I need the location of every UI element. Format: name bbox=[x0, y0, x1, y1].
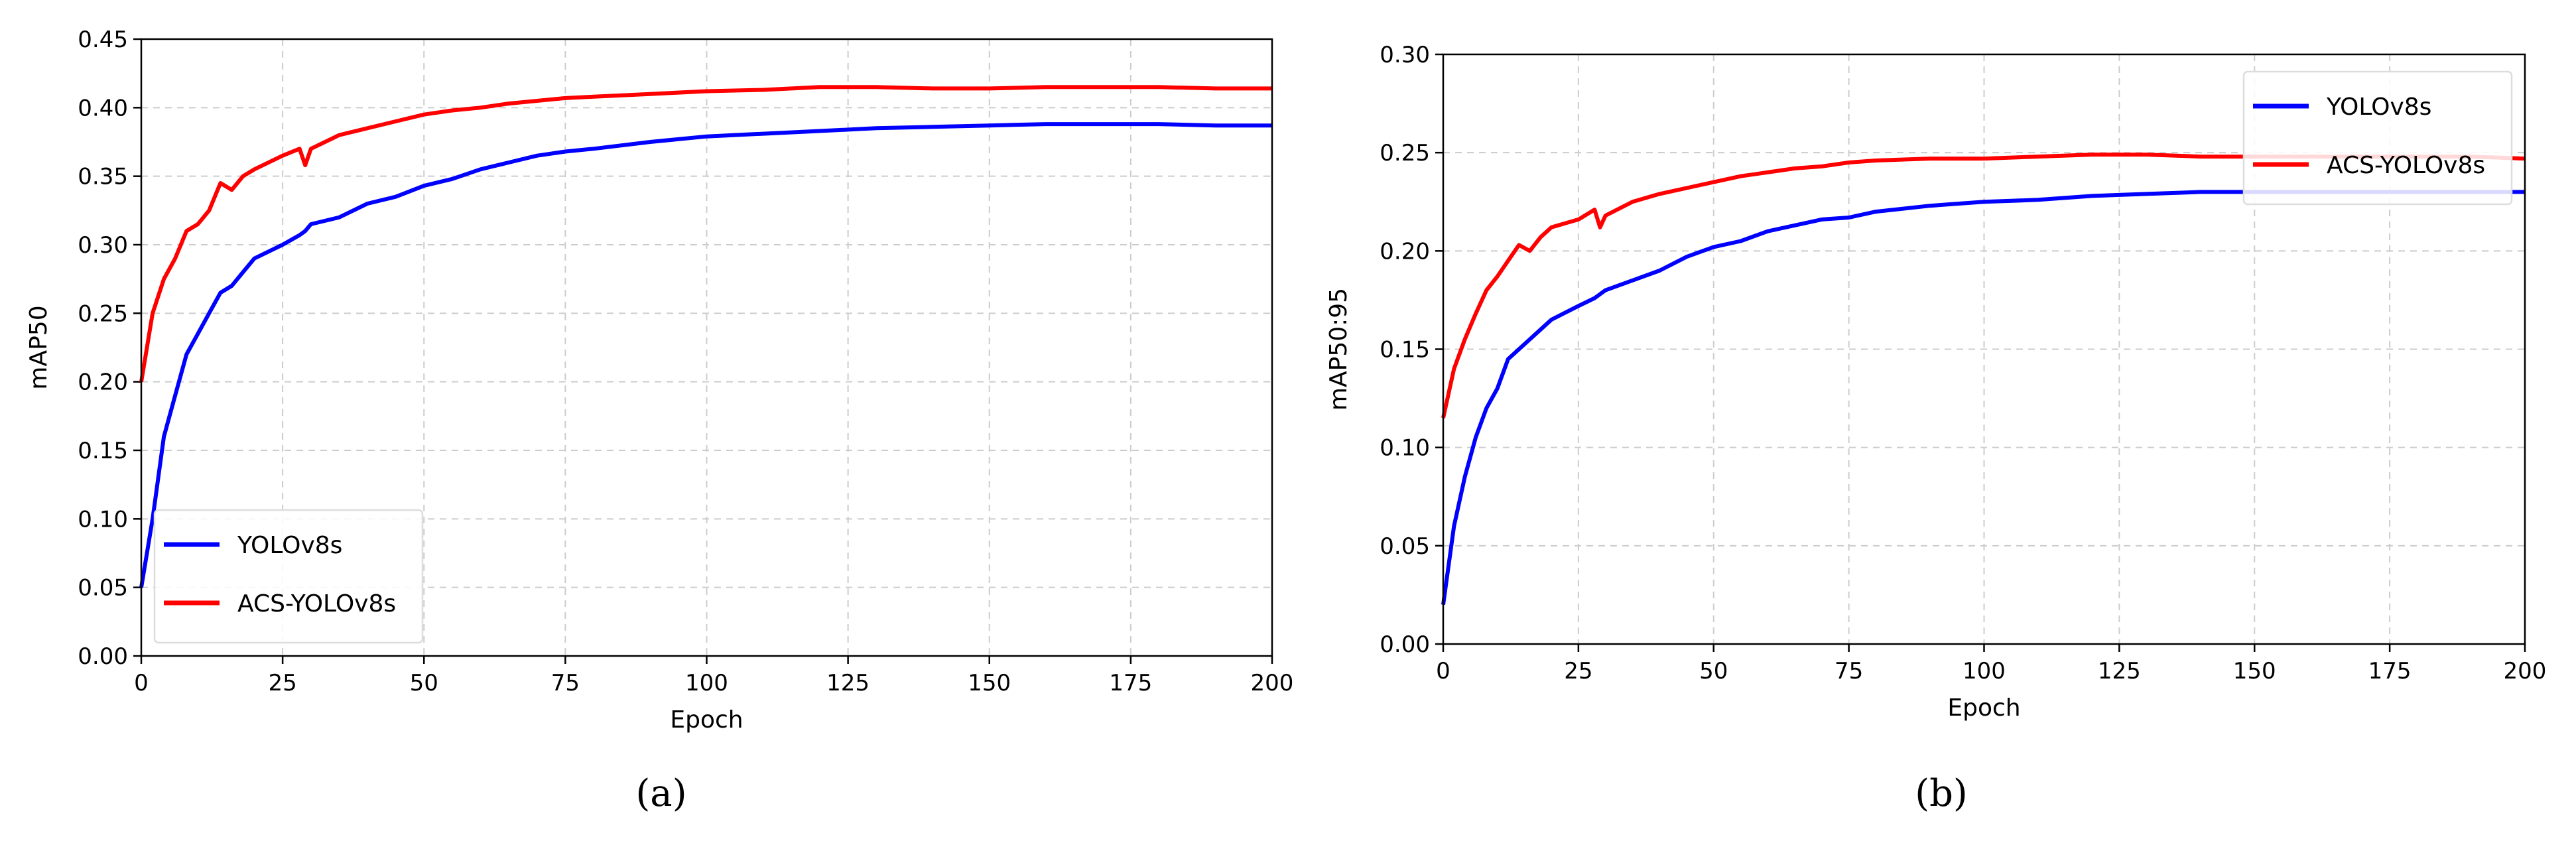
y-tick-label: 0.05 bbox=[78, 575, 128, 602]
x-axis-label: Epoch bbox=[670, 706, 743, 734]
y-tick-label: 0.25 bbox=[1380, 140, 1430, 166]
y-tick-label: 0.35 bbox=[78, 164, 128, 190]
x-tick-label: 100 bbox=[685, 670, 728, 696]
plot-frame bbox=[140, 38, 1273, 657]
x-tick-label: 50 bbox=[1699, 658, 1728, 684]
x-axis-label: Epoch bbox=[1947, 694, 2020, 722]
y-axis-label: mAP50:95 bbox=[1325, 288, 1352, 411]
y-tick-label: 0.20 bbox=[78, 369, 128, 396]
y-tick-label: 0.15 bbox=[1380, 337, 1430, 363]
x-tick-label: 150 bbox=[2233, 658, 2276, 684]
legend-label: ACS-YOLOv8s bbox=[237, 590, 396, 617]
series-line-acs-yolov8s bbox=[139, 85, 1272, 383]
chart-a: 0 25 50 75 100 125 150 175 200 0.00 0.05 0.10 0.15 0.… bbox=[25, 27, 1293, 815]
y-tick-label: 0.30 bbox=[1380, 42, 1430, 68]
y-tick-label: 0.05 bbox=[1380, 533, 1430, 560]
chart-b: 0 25 50 75 100 125 150 175 200 0.00 0.05 0.10 0.15 0.… bbox=[1325, 42, 2546, 815]
legend: YOLOv8s ACS-YOLOv8s bbox=[153, 509, 424, 644]
y-tick-label: 0.00 bbox=[1380, 631, 1430, 658]
x-tick-label: 50 bbox=[410, 670, 438, 696]
legend-box bbox=[153, 509, 424, 644]
x-tick-label: 25 bbox=[268, 670, 296, 696]
x-tick-label: 0 bbox=[134, 670, 149, 696]
x-tick-label: 125 bbox=[2098, 658, 2141, 684]
legend: YOLOv8s ACS-YOLOv8s bbox=[2242, 70, 2513, 206]
y-tick-label: 0.45 bbox=[78, 27, 128, 53]
subfigure-caption: (a) bbox=[635, 772, 686, 815]
x-tick-label: 150 bbox=[968, 670, 1011, 696]
y-tick-label: 0.30 bbox=[78, 232, 128, 259]
x-tick-label: 25 bbox=[1564, 658, 1592, 684]
x-tick-label: 0 bbox=[1436, 658, 1450, 684]
y-tick-label: 0.40 bbox=[78, 95, 128, 121]
y-tick-label: 0.15 bbox=[78, 438, 128, 464]
y-axis-label: mAP50 bbox=[25, 305, 52, 389]
x-tick-label: 100 bbox=[1963, 658, 2006, 684]
legend-label: ACS-YOLOv8s bbox=[2327, 152, 2485, 179]
legend-label: YOLOv8s bbox=[237, 532, 342, 559]
x-tick-label: 200 bbox=[2504, 658, 2547, 684]
y-tick-label: 0.20 bbox=[1380, 238, 1430, 265]
x-tick-label: 200 bbox=[1251, 670, 1294, 696]
y-tick-label: 0.10 bbox=[1380, 435, 1430, 462]
series-line-acs-yolov8s bbox=[1441, 153, 2526, 419]
x-tick-label: 175 bbox=[2368, 658, 2412, 684]
y-tick-label: 0.00 bbox=[78, 643, 128, 670]
y-tick-label: 0.25 bbox=[78, 300, 128, 327]
plot-frame bbox=[1442, 53, 2526, 645]
x-tick-label: 75 bbox=[1835, 658, 1863, 684]
x-tick-label: 75 bbox=[551, 670, 580, 696]
series-line-yolov8s bbox=[139, 122, 1272, 588]
legend-label: YOLOv8s bbox=[2326, 94, 2431, 121]
x-tick-label: 125 bbox=[826, 670, 869, 696]
x-tick-label: 175 bbox=[1109, 670, 1152, 696]
series-line-yolov8s bbox=[1441, 190, 2525, 606]
subfigure-caption: (b) bbox=[1915, 772, 1968, 815]
y-tick-label: 0.10 bbox=[78, 506, 128, 533]
legend-box bbox=[2242, 70, 2513, 206]
